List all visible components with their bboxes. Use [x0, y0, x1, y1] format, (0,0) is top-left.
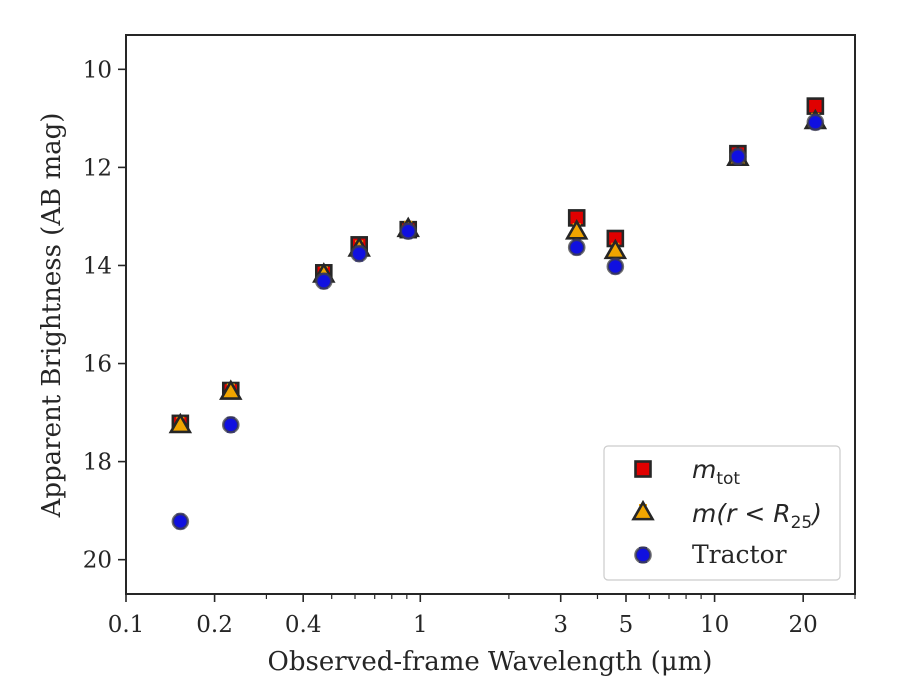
- legend-marker-square: [634, 460, 652, 478]
- y-tick-label: 16: [83, 352, 112, 378]
- y-tick-label: 10: [83, 57, 112, 83]
- data-point-triangle: [219, 379, 243, 400]
- legend-label-mr25: m(r < R25): [692, 499, 822, 533]
- legend-mr25-main: m(r < R: [692, 499, 791, 528]
- legend-label-mtot: mtot: [692, 455, 740, 489]
- y-tick-label: 20: [83, 548, 112, 574]
- x-tick-label: 0.2: [196, 612, 233, 638]
- legend-marker-triangle: [631, 499, 655, 521]
- x-tick-label: 5: [619, 612, 634, 638]
- legend-mtot-prefix: m: [692, 455, 716, 484]
- legend-label-tractor: Tractor: [692, 540, 787, 569]
- data-point-circle: [399, 222, 418, 240]
- y-tick-label: 12: [83, 155, 112, 181]
- legend-markers: [631, 460, 655, 564]
- x-tick-label: 10: [700, 612, 729, 638]
- y-axis-label: Apparent Brightness (AB mag): [37, 113, 67, 519]
- x-tick-label: 1: [413, 612, 428, 638]
- x-axis-label: Observed-frame Wavelength (μm): [268, 647, 713, 677]
- x-tick-label: 3: [553, 612, 568, 638]
- y-axis: 10 12 14 16 18 20: [83, 57, 126, 574]
- data-point-triangle: [168, 412, 193, 434]
- x-tick-label: 0.1: [108, 612, 145, 638]
- y-tick-label: 14: [83, 253, 112, 279]
- data-point-circle: [221, 416, 240, 434]
- legend-box: [603, 445, 841, 581]
- legend-mr25-sub: 25: [791, 513, 813, 533]
- data-point-circle: [171, 512, 190, 531]
- data-point-circle: [350, 244, 368, 263]
- data-point-circle: [606, 257, 625, 276]
- data-point-circle: [314, 272, 333, 290]
- data-point-circle: [729, 147, 747, 166]
- plot-frame: [125, 34, 856, 595]
- x-axis: 0.1 0.2 0.4 1 3 5 10 20: [108, 594, 856, 638]
- series-triangle: [168, 108, 828, 434]
- legend-marker-circle: [634, 546, 652, 564]
- plot-content: [168, 97, 828, 531]
- legend-mr25-suffix: ): [810, 499, 822, 528]
- x-tick-label: 20: [789, 612, 818, 638]
- data-point-circle: [806, 113, 825, 132]
- data-point-triangle: [564, 219, 589, 240]
- legend: mtot m(r < R25) Tractor: [603, 445, 841, 581]
- series-square: [171, 97, 825, 433]
- data-point-circle: [567, 238, 586, 257]
- x-tick-label: 0.4: [285, 612, 322, 638]
- y-tick-label: 18: [83, 450, 112, 476]
- legend-mtot-sub: tot: [716, 469, 740, 489]
- series-circle: [171, 113, 825, 531]
